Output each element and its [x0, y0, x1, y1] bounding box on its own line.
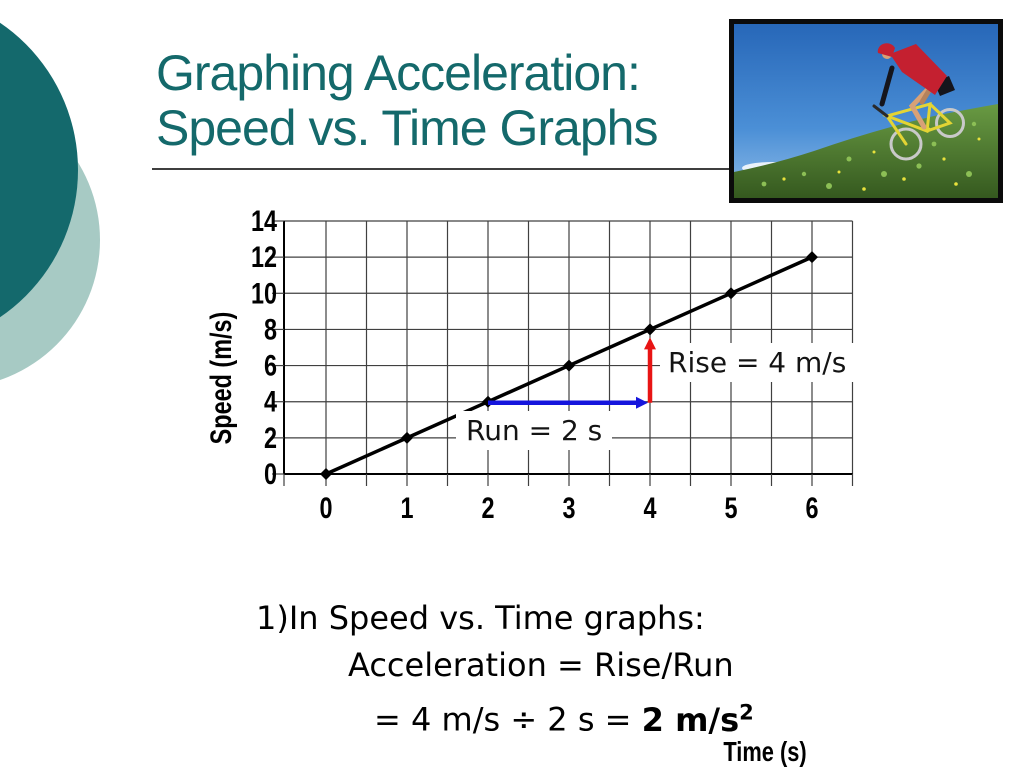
y-tick-label: 14	[251, 204, 277, 237]
data-point-marker	[725, 287, 737, 300]
data-point-marker	[401, 431, 413, 444]
speed-time-chart: 0 1 2 3 4 5 6 0 2 4 6 8 10 12 14 Time (s)	[195, 195, 885, 767]
cyclist-figure	[872, 43, 965, 161]
y-tick-label: 4	[264, 385, 277, 418]
y-tick-label: 12	[251, 240, 277, 273]
page-title: Graphing Acceleration: Speed vs. Time Gr…	[156, 45, 658, 156]
body-text: 1)In Speed vs. Time graphs: Acceleration…	[256, 595, 754, 744]
y-tick-label: 8	[264, 313, 277, 346]
run-annotation: Run = 2 s	[456, 411, 613, 450]
y-tick-label: 10	[251, 277, 277, 310]
x-tick-label: 5	[724, 491, 737, 524]
page-title-line1: Graphing Acceleration:	[156, 45, 641, 101]
y-tick-label: 2	[264, 421, 277, 454]
data-point-marker	[806, 251, 818, 264]
x-tick-label: 6	[805, 491, 818, 524]
x-axis-title: Time (s)	[723, 736, 807, 767]
equation-result: 2 m/s2	[641, 700, 754, 739]
equation-exponent: 2	[739, 700, 754, 724]
x-tick-label: 2	[481, 491, 494, 524]
cyclist-photo	[729, 19, 1003, 203]
body-line-3: = 4 m/s ÷ 2 s = 2 m/s2	[256, 689, 754, 744]
data-point-marker	[320, 468, 332, 480]
x-tick-label: 1	[400, 491, 413, 524]
body-line-2: Acceleration = Rise/Run	[348, 646, 734, 684]
page-title-line2: Speed vs. Time Graphs	[156, 100, 658, 156]
data-point-marker	[644, 323, 656, 336]
data-point-marker	[563, 359, 575, 372]
rise-arrow-head	[644, 337, 656, 350]
x-tick-label: 3	[562, 491, 575, 524]
title-divider-rule	[152, 168, 730, 170]
y-tick-label: 6	[264, 349, 277, 382]
run-arrow-head	[636, 396, 648, 409]
x-tick-label: 0	[319, 491, 332, 524]
y-tick-label: 0	[264, 457, 277, 490]
x-tick-label: 4	[643, 491, 656, 524]
rise-annotation: Rise = 4 m/s	[660, 343, 855, 382]
y-axis-title: Speed (m/s)	[205, 311, 238, 445]
body-line-1: 1)In Speed vs. Time graphs:	[256, 599, 705, 637]
cyclist-photo-illustration	[734, 24, 998, 198]
equation-prefix: = 4 m/s ÷ 2 s =	[374, 700, 642, 739]
